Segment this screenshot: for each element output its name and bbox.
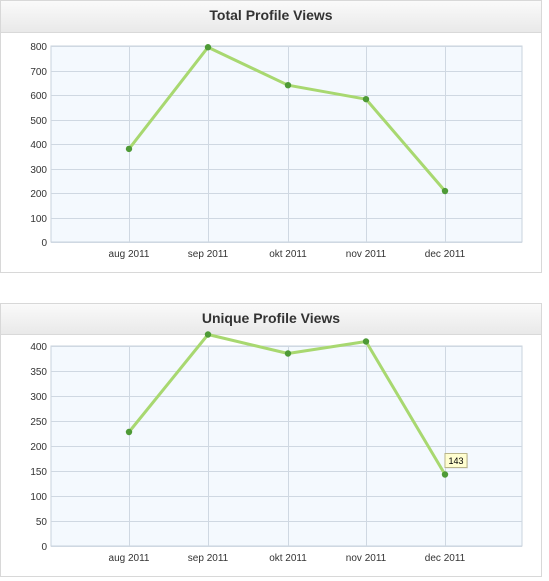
y-tick-label: 150 (30, 467, 47, 478)
data-point (284, 82, 292, 89)
x-tick-label: okt 2011 (269, 249, 307, 260)
data-point (204, 44, 212, 51)
x-tick-label: aug 2011 (109, 553, 150, 564)
y-tick-label: 0 (41, 238, 47, 249)
total-profile-views-chart: 0 100 200 300 400 500 600 700 800 aug 2011 sep 201… (30, 42, 523, 260)
y-tick-label: 400 (30, 140, 47, 151)
data-point (125, 145, 133, 153)
y-tick-label: 100 (30, 214, 47, 225)
y-tick-label: 400 (30, 342, 47, 353)
y-tick-label: 100 (30, 492, 47, 503)
data-point (362, 95, 370, 103)
chart-title: Unique Profile Views (1, 304, 541, 335)
y-tick-label: 500 (30, 116, 47, 127)
x-tick-label: aug 2011 (109, 249, 150, 260)
x-tick-label: dec 2011 (425, 249, 466, 260)
y-tick-label: 200 (30, 189, 47, 200)
y-tick-label: 350 (30, 367, 47, 378)
y-tick-label: 200 (30, 442, 47, 453)
y-tick-label: 600 (30, 91, 47, 102)
data-point (125, 428, 133, 436)
y-tick-label: 800 (30, 42, 47, 53)
data-point (284, 350, 292, 357)
x-tick-label: okt 2011 (269, 553, 307, 564)
y-tick-label: 50 (36, 517, 48, 528)
y-tick-label: 0 (41, 542, 47, 553)
data-point (441, 187, 449, 195)
x-tick-label: nov 2011 (346, 553, 387, 564)
data-point (441, 471, 449, 478)
x-tick-label: dec 2011 (425, 553, 466, 564)
y-tick-label: 300 (30, 392, 47, 403)
data-point (362, 338, 370, 345)
tooltip-box (444, 453, 468, 468)
data-point (204, 331, 212, 338)
x-tick-label: sep 2011 (188, 553, 229, 564)
chart-title: Total Profile Views (1, 1, 541, 33)
y-tick-label: 700 (30, 67, 47, 78)
x-tick-label: sep 2011 (188, 249, 229, 260)
y-tick-label: 250 (30, 417, 47, 428)
y-tick-label: 300 (30, 165, 47, 176)
tooltip-text: 143 (448, 456, 463, 466)
x-tick-label: nov 2011 (346, 249, 387, 260)
